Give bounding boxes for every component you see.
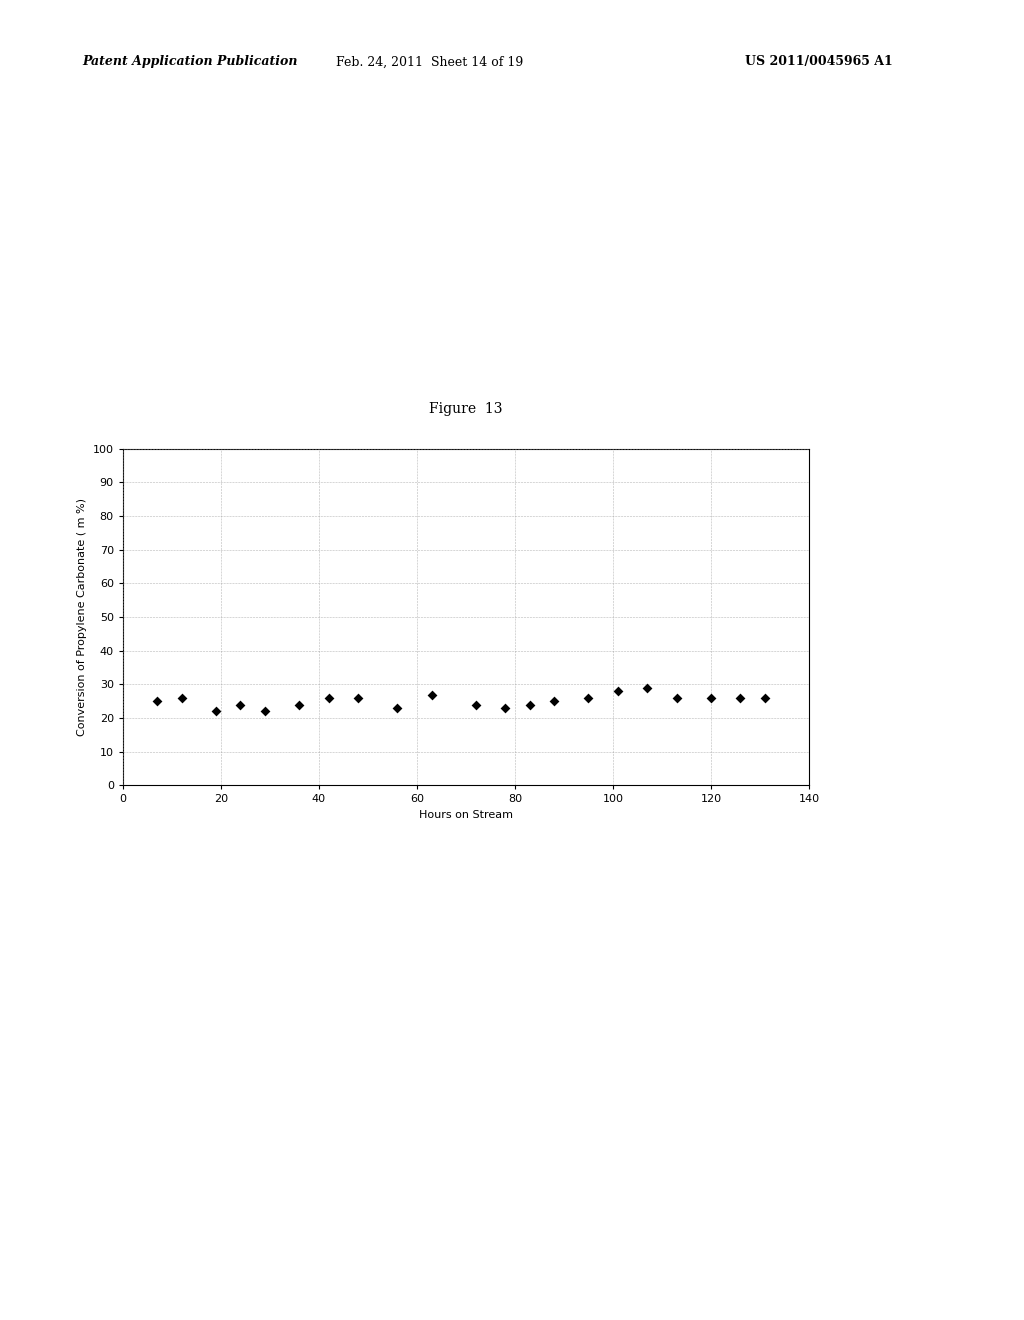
- Point: [468, 694, 484, 715]
- Text: Patent Application Publication: Patent Application Publication: [82, 55, 297, 69]
- Text: Figure  13: Figure 13: [429, 401, 503, 416]
- Point: [257, 701, 273, 722]
- Point: [389, 697, 406, 718]
- Point: [732, 688, 749, 709]
- Point: [424, 684, 440, 705]
- Point: [581, 688, 597, 709]
- Point: [669, 688, 685, 709]
- Point: [702, 688, 719, 709]
- Point: [321, 688, 337, 709]
- Point: [546, 690, 562, 711]
- Y-axis label: Conversion of Propylene Carbonate ( m %): Conversion of Propylene Carbonate ( m %): [77, 498, 87, 737]
- Point: [291, 694, 307, 715]
- Point: [150, 690, 166, 711]
- Point: [497, 697, 513, 718]
- Point: [521, 694, 538, 715]
- Point: [173, 688, 189, 709]
- Point: [639, 677, 655, 698]
- X-axis label: Hours on Stream: Hours on Stream: [419, 810, 513, 820]
- Text: Feb. 24, 2011  Sheet 14 of 19: Feb. 24, 2011 Sheet 14 of 19: [337, 55, 523, 69]
- Text: US 2011/0045965 A1: US 2011/0045965 A1: [745, 55, 893, 69]
- Point: [609, 681, 626, 702]
- Point: [757, 688, 773, 709]
- Point: [208, 701, 224, 722]
- Point: [350, 688, 367, 709]
- Point: [232, 694, 249, 715]
